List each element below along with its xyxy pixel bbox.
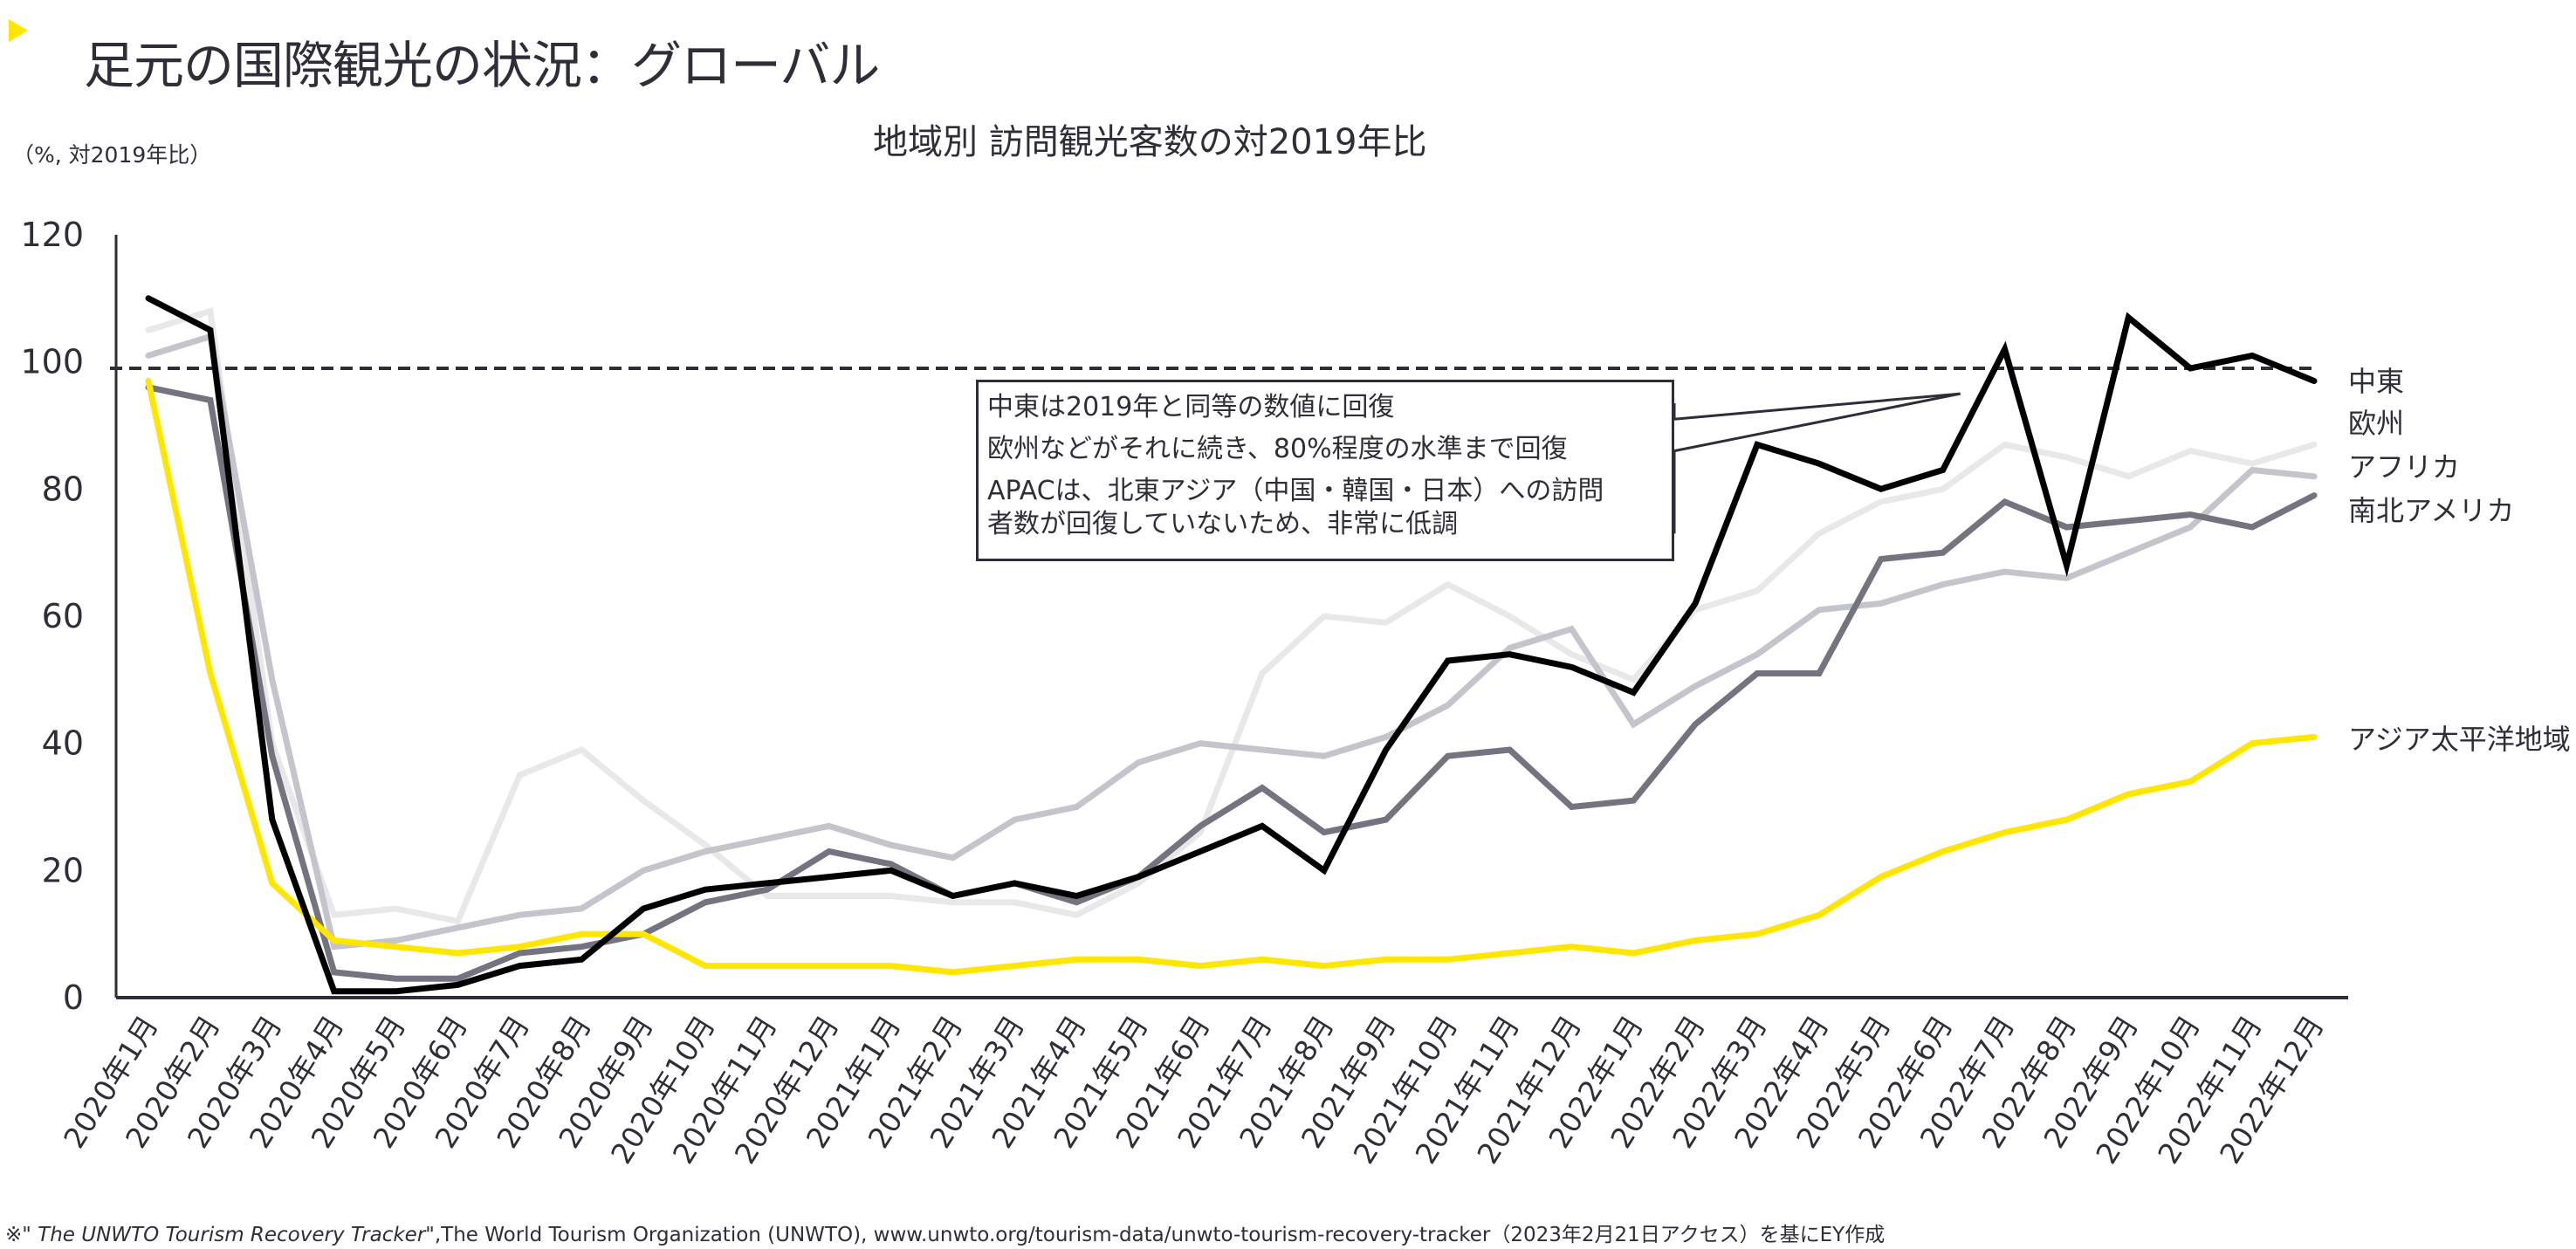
series-line-1 [145,332,2318,950]
source-footnote: ※" The UNWTO Tourism Recovery Tracker",T… [5,1218,1885,1247]
chart-title: 地域別 訪問観光客数の対2019年比 [873,122,1427,162]
y-tick-label: 100 [20,343,84,381]
series-label-europe: 欧州 [2348,407,2405,440]
series-label-apac: アジア太平洋地域 [2348,723,2571,756]
y-tick-label: 120 [20,216,84,254]
annotation-line-apac-2: 者数が回復していないため、非常に低調 [987,509,1459,539]
series-line-3 [145,378,2318,976]
annotation-callout-lines [1673,392,1961,534]
annotation-line-apac-1: APACは、北東アジア（中国・韓国・日本）への訪問 [987,476,1604,506]
series-label-middle-east: 中東 [2348,365,2405,398]
footnote-body: ",The World Tourism Organization (UNWTO)… [425,1224,1886,1246]
y-axis-unit-label: （%, 対2019年比） [12,142,212,168]
callout-line-europe [1673,392,1961,534]
series-label-americas: 南北アメリカ [2348,494,2515,527]
y-axis-ticks: 0 20 40 60 80 100 120 [20,216,84,1017]
footnote-prefix: ※" [5,1224,31,1246]
annotation-box: 中東は2019年と同等の数値に回復 欧州などがそれに続き、80%程度の水準まで回… [976,380,1674,561]
annotation-line-middle-east: 中東は2019年と同等の数値に回復 [987,392,1395,422]
series-line-2 [145,384,2318,982]
series-line-4 [145,295,2318,995]
annotation-line-europe: 欧州などがそれに続き、80%程度の水準まで回復 [987,434,1568,464]
series-label-africa: アフリカ [2348,450,2461,484]
series-lines [145,295,2318,995]
x-axis-ticks: 2020年1月2020年2月2020年3月2020年4月2020年5月2020年… [57,1010,2331,1170]
callout-line-middle-east [1673,392,1961,421]
page-title: 足元の国際観光の状況：グローバル [84,35,880,95]
y-tick-label: 0 [63,978,84,1017]
y-tick-label: 40 [42,724,84,763]
triangle-right-icon [9,19,28,42]
y-tick-label: 20 [42,851,84,889]
series-line-0 [145,306,2318,925]
footnote-title: The UNWTO Tourism Recovery Tracker [31,1224,426,1246]
y-tick-label: 60 [42,597,84,635]
y-tick-label: 80 [42,470,84,508]
